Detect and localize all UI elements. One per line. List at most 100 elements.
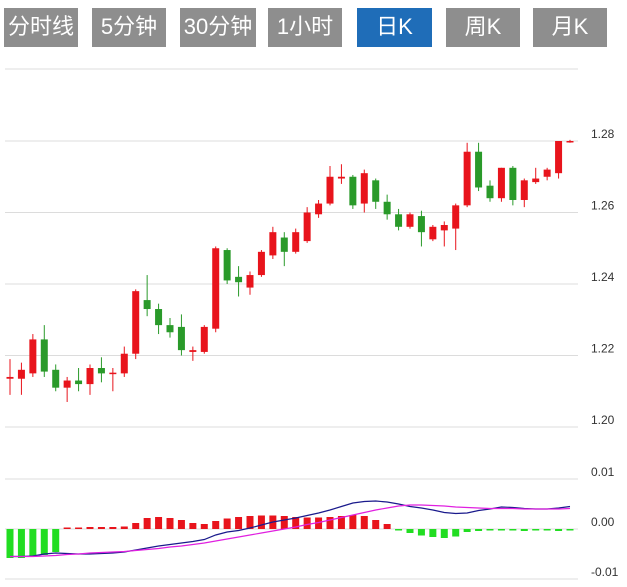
macd-bar — [280, 516, 288, 529]
macd-bar — [200, 524, 208, 529]
y-tick-label: -0.01 — [591, 565, 619, 579]
macd-bar — [326, 517, 334, 529]
tab-button[interactable] — [92, 8, 166, 47]
macd-bar — [406, 529, 414, 533]
candle-body — [406, 214, 414, 227]
macd-bar — [532, 529, 540, 531]
candle-body — [566, 141, 574, 143]
tab-button[interactable] — [446, 8, 520, 47]
candle-body — [40, 339, 48, 372]
macd-bar — [475, 529, 483, 531]
candle-body — [520, 180, 528, 200]
macd-bar — [452, 529, 460, 537]
macd-bar — [52, 529, 60, 552]
macd-bar — [6, 529, 14, 558]
tab-button[interactable] — [180, 8, 256, 47]
macd-bar — [177, 520, 185, 529]
macd-bar — [143, 518, 151, 529]
macd-bar — [97, 527, 105, 529]
macd-bar — [429, 529, 437, 537]
candle-body — [200, 326, 208, 352]
macd-bar — [17, 529, 25, 558]
candle-body — [555, 141, 563, 174]
candle-body — [86, 368, 94, 385]
macd-line — [10, 500, 571, 558]
candle-body — [395, 214, 403, 227]
macd-bar — [497, 529, 505, 531]
candle-body — [166, 325, 174, 333]
candle-body — [17, 369, 25, 379]
candle-body — [440, 225, 448, 231]
candle-body — [63, 380, 71, 388]
macd-bar — [292, 517, 300, 529]
macd-bar — [509, 529, 517, 531]
candle-body — [532, 178, 540, 183]
candle-body — [177, 326, 185, 351]
macd-bar — [189, 523, 197, 529]
macd-bar — [383, 524, 391, 529]
candle-body — [29, 339, 37, 374]
macd-bar — [63, 527, 71, 529]
candle-body — [223, 250, 231, 281]
tab-label[interactable]: 5分钟 — [101, 14, 157, 39]
macd-bar — [566, 529, 574, 531]
macd-bar — [303, 517, 311, 529]
candle-body — [97, 368, 105, 374]
tab-button[interactable] — [4, 8, 78, 47]
macd-bar — [120, 526, 128, 529]
macd-bar — [349, 515, 357, 529]
macd-bar — [246, 516, 254, 529]
macd-bar — [486, 529, 494, 531]
candle-body — [235, 276, 243, 283]
tab-label[interactable]: 分时线 — [8, 14, 74, 39]
macd-bar — [132, 523, 140, 529]
macd-bar — [337, 516, 345, 529]
candle-body — [452, 205, 460, 229]
y-tick-label: 1.22 — [591, 342, 615, 356]
macd-line — [10, 504, 571, 558]
candle-body — [143, 300, 151, 310]
candle-body — [246, 275, 254, 288]
macd-bar — [29, 529, 37, 557]
tab-label[interactable]: 周K — [465, 14, 502, 39]
candle-body — [109, 372, 117, 375]
candle-body — [280, 237, 288, 252]
macd-bar — [372, 520, 380, 529]
candle-body — [292, 232, 300, 252]
macd-bar — [109, 527, 117, 529]
macd-bar — [86, 527, 94, 529]
macd-bar — [463, 529, 471, 532]
candle-body — [52, 369, 60, 388]
macd-bar — [257, 515, 265, 529]
y-tick-label: 0.00 — [591, 515, 615, 529]
tab-label[interactable]: 日K — [376, 14, 413, 39]
macd-bar — [75, 527, 83, 529]
tab-label[interactable]: 1小时 — [277, 14, 333, 39]
y-tick-label: 1.24 — [591, 270, 615, 284]
tab-button[interactable] — [357, 8, 432, 47]
macd-bar — [555, 529, 563, 531]
candle-body — [257, 251, 265, 276]
candle-body — [372, 180, 380, 202]
y-tick-label: 1.28 — [591, 127, 615, 141]
candle-body — [75, 380, 83, 385]
y-tick-label: 1.20 — [591, 413, 615, 427]
macd-bar — [166, 518, 174, 529]
tab-label[interactable]: 30分钟 — [184, 14, 252, 39]
macd-bar — [223, 518, 231, 529]
candle-body — [155, 309, 163, 326]
macd-bar — [360, 516, 368, 529]
candle-body — [326, 176, 334, 204]
candle-body — [429, 226, 437, 240]
tab-button[interactable] — [268, 8, 342, 47]
macd-bar — [543, 529, 551, 531]
candle-body — [360, 173, 368, 204]
candle-body — [486, 185, 494, 199]
macd-bar — [395, 529, 403, 531]
macd-bar — [155, 517, 163, 529]
tab-button[interactable] — [533, 8, 607, 47]
y-tick-label: 1.26 — [591, 199, 615, 213]
tab-label[interactable]: 月K — [552, 14, 589, 39]
